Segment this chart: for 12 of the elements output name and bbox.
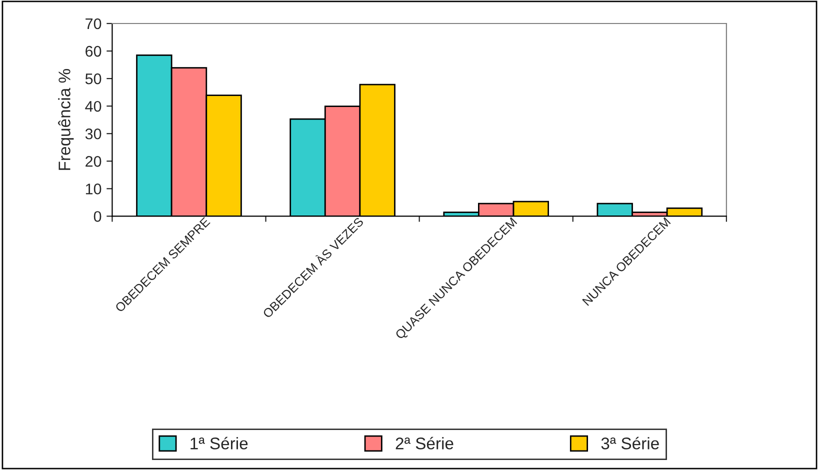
legend-label: 2ª Série	[396, 436, 454, 450]
y-tick-label: 50	[85, 73, 102, 84]
legend-label: 3ª Série	[601, 436, 659, 450]
y-tick-label: 20	[86, 156, 102, 167]
legend-label: 1ª Série	[190, 436, 248, 450]
y-axis-title: Frequência %	[58, 69, 74, 170]
y-tick-label: 30	[85, 128, 102, 140]
y-tick-label: 40	[85, 100, 102, 112]
y-tick-label: 70	[86, 18, 102, 30]
y-tick-label: 10	[86, 184, 102, 194]
y-tick-label: 60	[86, 46, 102, 57]
y-tick-label: 0	[94, 211, 102, 222]
